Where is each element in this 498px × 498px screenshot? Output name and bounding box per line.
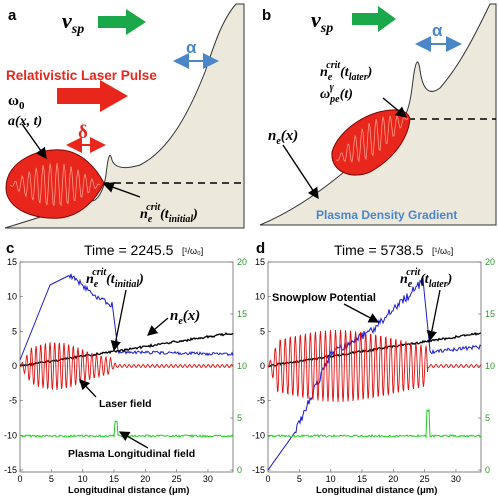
velocity-arrow-b xyxy=(352,6,396,32)
necrit-label-a: necrit(tinitial) xyxy=(140,202,198,225)
left-tick-label: 0 xyxy=(12,361,17,371)
pointer-ne-c xyxy=(147,317,169,336)
x-tick-label: 10 xyxy=(78,474,88,484)
x-tick-label: 0 xyxy=(17,474,22,484)
x-tick-label: 15 xyxy=(109,474,119,484)
x-tick-label: 20 xyxy=(388,474,398,484)
panel-letter-c: c xyxy=(6,240,14,257)
pointer-laser-c xyxy=(79,379,97,398)
x-tick-label: 30 xyxy=(451,474,461,484)
x-tick-label: 25 xyxy=(172,474,182,484)
right-tick-label: 5 xyxy=(485,413,490,423)
panel-letter-d: d xyxy=(256,240,265,257)
snowplow-label: Snowplow Potential xyxy=(272,292,376,304)
panel-letter-a: a xyxy=(8,7,17,24)
vsp-label-a: vsp xyxy=(62,8,84,37)
x-tick-label: 30 xyxy=(203,474,213,484)
right-tick-label: 15 xyxy=(237,309,247,319)
long-field-label-c: Plasma Longitudinal field xyxy=(68,448,195,460)
x-tick-label: 5 xyxy=(49,474,54,484)
necrit-label-c: necrit(tinitial) xyxy=(86,267,144,290)
alpha-label-a: α xyxy=(186,38,197,57)
left-tick-label: -15 xyxy=(252,465,265,475)
panel-c: 15 10 5 0 -5 -10 -15 20 15 10 5 0 0 5 10 15 20 25 30 c Tim… xyxy=(4,240,247,496)
ne-profile-c xyxy=(19,332,234,367)
omega-label-a: ω0 xyxy=(8,93,25,112)
pointer-long-c xyxy=(118,431,149,449)
laser-field-label-c: Laser field xyxy=(99,398,152,410)
pointer-omega-pe xyxy=(382,97,408,118)
xlabel-c: Longitudinal distance (μm) xyxy=(68,485,189,496)
left-tick-label: -5 xyxy=(257,396,265,406)
right-tick-label: 0 xyxy=(485,465,490,475)
vsp-label-b: vsp xyxy=(311,7,333,36)
x-tick-label: 20 xyxy=(140,474,150,484)
panel-letter-b: b xyxy=(262,7,271,24)
laser-oscillation-a xyxy=(9,163,101,207)
pointer-necrit-a xyxy=(102,182,141,198)
necrit-label-b: necrit(tlater) xyxy=(320,60,372,83)
omega-pe-label: ωpeγ (t) xyxy=(320,82,353,105)
laser-field-curve-d xyxy=(267,329,482,403)
time-unit-d: [¹/ω₀] xyxy=(432,246,453,256)
ne-x-label-c: ne(x) xyxy=(170,308,200,327)
pulse-arrow xyxy=(57,80,128,112)
pulse-title: Relativistic Laser Pulse xyxy=(6,68,157,83)
pointer-snowplow-d xyxy=(343,303,380,323)
right-tick-label: 20 xyxy=(485,257,495,267)
gradient-label: Plasma Density Gradient xyxy=(316,208,457,222)
left-tick-label: 5 xyxy=(260,326,265,336)
right-tick-label: 15 xyxy=(485,309,495,319)
left-tick-label: 0 xyxy=(260,361,265,371)
long-field-curve-c xyxy=(19,420,234,439)
time-label-c: Time = 2245.5 xyxy=(84,242,174,258)
laser-field-curve-c xyxy=(19,342,234,390)
field-label-a: a(x, t) xyxy=(8,114,42,129)
ticks-c: 15 10 5 0 -5 -10 -15 20 15 10 5 0 0 5 10 15 20 25 30 xyxy=(4,257,247,484)
left-tick-label: -10 xyxy=(4,430,17,440)
laser-oscillation-b xyxy=(336,114,409,163)
right-tick-label: 20 xyxy=(237,257,247,267)
left-tick-label: -5 xyxy=(9,396,17,406)
panel-d: 15 10 5 0 -5 -10 -15 20 15 10 5 0 0 5 10 15 20 25 30 d Tim… xyxy=(252,240,495,496)
plasma-region-a xyxy=(4,3,245,229)
ticks-d: 15 10 5 0 -5 -10 -15 20 15 10 5 0 0 5 10 15 20 25 30 xyxy=(252,257,495,484)
necrit-label-d: necrit(tlater) xyxy=(400,267,452,290)
density-curve-d xyxy=(267,277,482,471)
pointer-ne-b xyxy=(282,144,319,200)
right-tick-label: 0 xyxy=(237,465,242,475)
ne-x-label-b: ne(x) xyxy=(268,128,298,147)
pointer-necrit-d xyxy=(426,289,441,342)
time-label-d: Time = 5738.5 xyxy=(334,242,424,258)
left-tick-label: 15 xyxy=(7,257,17,267)
right-tick-label: 10 xyxy=(485,361,495,371)
pointer-omega-a xyxy=(21,123,47,160)
density-curve-c xyxy=(19,273,234,361)
delta-label: δ xyxy=(78,122,88,143)
pointer-necrit-c xyxy=(110,289,127,352)
x-tick-label: 10 xyxy=(326,474,336,484)
panel-b: b vsp α necrit(tlater) ωpeγ (t) ne(x) Pla… xyxy=(259,3,497,226)
velocity-arrow-a xyxy=(98,9,146,35)
left-tick-label: -10 xyxy=(252,430,265,440)
plot-frame-c xyxy=(19,261,234,473)
left-tick-label: 10 xyxy=(255,292,265,302)
x-tick-label: 0 xyxy=(265,474,270,484)
xlabel-d: Longitudinal distance (μm) xyxy=(316,485,437,496)
x-tick-label: 15 xyxy=(357,474,367,484)
right-tick-label: 10 xyxy=(237,361,247,371)
left-tick-label: -15 xyxy=(4,465,17,475)
panel-a: a vsp α Relativistic Laser Pulse ω0 a(x,… xyxy=(4,3,245,229)
long-field-curve-d xyxy=(267,408,482,439)
right-tick-label: 5 xyxy=(237,413,242,423)
left-tick-label: 10 xyxy=(7,292,17,302)
x-tick-label: 5 xyxy=(297,474,302,484)
left-tick-label: 15 xyxy=(255,257,265,267)
time-unit-c: [¹/ω₀] xyxy=(182,246,203,256)
left-tick-label: 5 xyxy=(12,326,17,336)
alpha-label-b: α xyxy=(432,21,443,40)
x-tick-label: 25 xyxy=(420,474,430,484)
